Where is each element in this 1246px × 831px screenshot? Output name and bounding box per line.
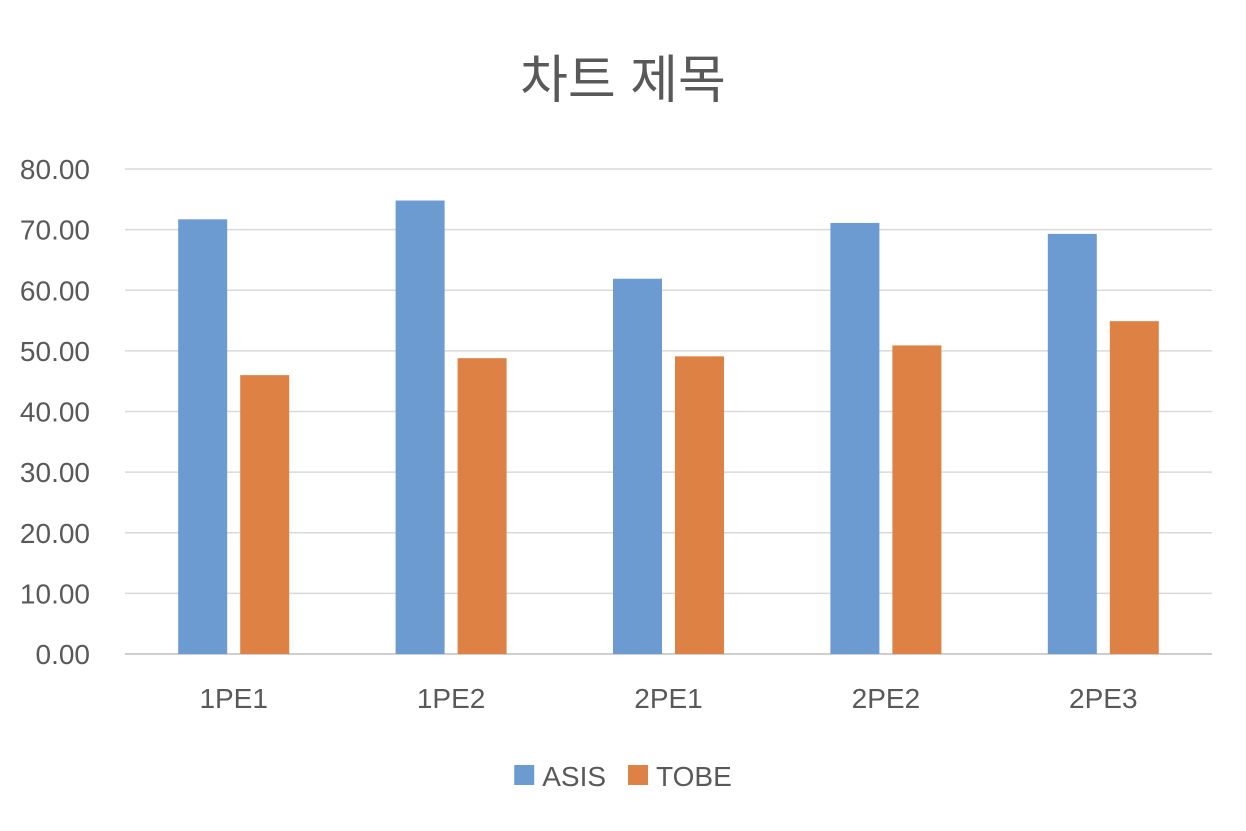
x-tick-label: 2PE1 [634,683,703,714]
y-tick-label: 60.00 [20,275,90,306]
legend-label: ASIS [542,761,606,792]
bar-asis-1pe1 [178,219,228,654]
x-tick-label: 2PE2 [852,683,921,714]
bar-tobe-1pe2 [457,358,507,654]
legend-item-tobe: TOBE [628,761,732,792]
bar-asis-2pe3 [1047,233,1097,654]
chart-title: 차트 제목 [520,52,726,110]
y-tick-label: 40.00 [20,397,90,428]
x-tick-label: 1PE1 [199,683,268,714]
legend-label: TOBE [656,761,732,792]
bar-tobe-1pe1 [240,375,290,654]
legend-swatch [514,765,535,785]
bar-asis-1pe2 [395,200,445,654]
bar-tobe-2pe1 [675,356,724,654]
y-tick-label: 10.00 [20,578,90,609]
gridlines [125,168,1212,655]
x-tick-label: 2PE3 [1069,683,1138,714]
y-tick-label: 20.00 [20,518,90,549]
x-tick-label: 1PE2 [417,683,486,714]
bar-tobe-2pe3 [1109,321,1159,654]
bar-asis-2pe2 [830,222,880,655]
x-axis-tick-labels: 1PE1 1PE2 2PE1 2PE2 2PE3 [199,683,1137,714]
y-tick-label: 70.00 [20,215,90,246]
bar-asis-2pe1 [613,278,662,654]
y-tick-label: 80.00 [20,154,90,185]
legend-item-asis: ASIS [514,761,606,792]
legend-swatch [628,765,649,785]
y-tick-label: 0.00 [36,639,91,670]
bar-tobe-2pe2 [892,345,942,654]
legend: ASIS TOBE [514,761,732,792]
y-tick-label: 30.00 [20,457,90,488]
y-axis-tick-labels: 0.00 10.00 20.00 30.00 40.00 50.00 60.00 70.00 8… [20,154,90,670]
y-tick-label: 50.00 [20,336,90,367]
bars [178,200,1159,655]
